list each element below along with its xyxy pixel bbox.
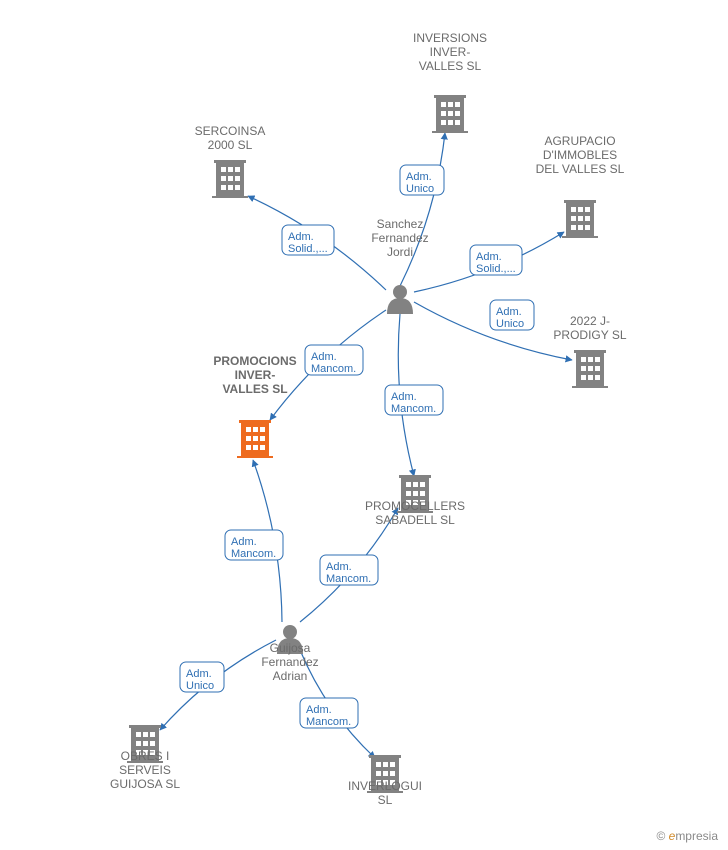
node-promocell[interactable]: PROMOCELLERSSABADELL SL	[365, 475, 465, 527]
node-inverlogui[interactable]: INVERLOGUISL	[348, 755, 422, 807]
node-agrupacio[interactable]: AGRUPACIOD'IMMOBLESDEL VALLES SL	[536, 134, 625, 238]
svg-text:AGRUPACIOD'IMMOBLESDEL VALLES: AGRUPACIOD'IMMOBLESDEL VALLES SL	[536, 134, 625, 176]
svg-text:SanchezFernandezJordi: SanchezFernandezJordi	[371, 217, 428, 259]
svg-text:Adm.Unico: Adm.Unico	[496, 306, 524, 330]
node-inversions[interactable]: INVERSIONSINVER-VALLES SL	[413, 31, 487, 133]
node-prodigy[interactable]: 2022 J-PRODIGY SL	[553, 314, 626, 388]
credit-rest: mpresia	[675, 829, 718, 843]
node-obres[interactable]: OBRES ISERVEISGUIJOSA SL	[110, 725, 180, 791]
edge-label: Adm.Solid.,...	[470, 245, 522, 275]
edge-label: Adm.Unico	[180, 662, 224, 692]
svg-text:INVERSIONSINVER-VALLES SL: INVERSIONSINVER-VALLES SL	[413, 31, 487, 73]
node-sanchez[interactable]: SanchezFernandezJordi	[371, 217, 428, 314]
person-icon	[387, 285, 413, 314]
svg-text:2022 J-PRODIGY SL: 2022 J-PRODIGY SL	[553, 314, 626, 342]
edge-label: Adm.Mancom.	[385, 385, 443, 415]
building-icon	[212, 160, 248, 198]
svg-text:Adm.Unico: Adm.Unico	[186, 668, 214, 692]
edge-label: Adm.Mancom.	[300, 698, 358, 728]
svg-text:PROMOCIONSINVER-VALLES SL: PROMOCIONSINVER-VALLES SL	[213, 354, 296, 396]
edge-label: Adm.Mancom.	[320, 555, 378, 585]
svg-text:PROMOCELLERSSABADELL SL: PROMOCELLERSSABADELL SL	[365, 499, 465, 527]
edge-label: Adm.Mancom.	[305, 345, 363, 375]
network-diagram: Adm.Unico Adm.Solid.,... Adm.Solid.,... Adm…	[0, 0, 728, 850]
svg-text:SERCOINSA2000 SL: SERCOINSA2000 SL	[195, 124, 266, 152]
edge	[400, 133, 445, 286]
edge-label: Adm.Mancom.	[225, 530, 283, 560]
node-promocions[interactable]: PROMOCIONSINVER-VALLES SL	[213, 354, 296, 458]
svg-text:OBRES ISERVEISGUIJOSA SL: OBRES ISERVEISGUIJOSA SL	[110, 749, 180, 791]
edge-label: Adm.Unico	[490, 300, 534, 330]
copyright-symbol: ©	[656, 829, 665, 843]
node-guijosa[interactable]: GuijosaFernandezAdrian	[261, 625, 318, 683]
node-sercoinsa[interactable]: SERCOINSA2000 SL	[195, 124, 266, 198]
svg-text:Adm.Unico: Adm.Unico	[406, 171, 434, 195]
building-icon	[432, 95, 468, 133]
edge-label: Adm.Solid.,...	[282, 225, 334, 255]
svg-text:INVERLOGUISL: INVERLOGUISL	[348, 779, 422, 807]
building-icon	[562, 200, 598, 238]
svg-text:GuijosaFernandezAdrian: GuijosaFernandezAdrian	[261, 641, 318, 683]
credit-watermark: © empresia	[656, 829, 718, 843]
edge-label: Adm.Unico	[400, 165, 444, 195]
building-icon	[572, 350, 608, 388]
svg-text:© empresia: © empresia	[656, 829, 718, 843]
building-icon	[237, 420, 273, 458]
